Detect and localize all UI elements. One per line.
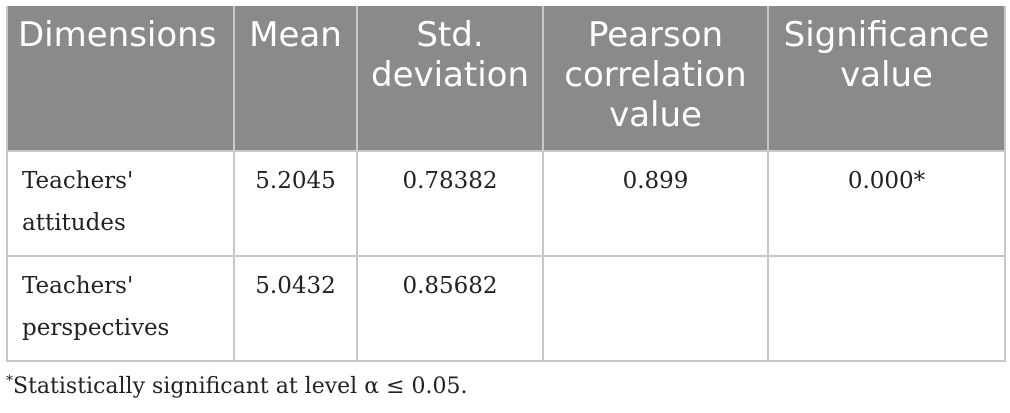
table-row: Teachers' perspectives 5.0432 0.85682 — [6, 255, 1006, 362]
cell-mean: 5.2045 — [233, 150, 358, 257]
table-row: Teachers' attitudes 5.2045 0.78382 0.899… — [6, 150, 1006, 257]
cell-std-deviation: 0.85682 — [356, 255, 544, 362]
cell-pearson — [542, 255, 769, 362]
header-std-deviation: Std. deviation — [356, 6, 544, 152]
header-pearson-correlation: Pearson correlation value — [542, 6, 769, 152]
cell-significance — [767, 255, 1006, 362]
header-dimensions: Dimensions — [6, 6, 235, 152]
cell-mean: 5.0432 — [233, 255, 358, 362]
header-mean: Mean — [233, 6, 358, 152]
cell-pearson: 0.899 — [542, 150, 769, 257]
footnote-marker: * — [6, 373, 13, 389]
cell-significance: 0.000* — [767, 150, 1006, 257]
cell-std-deviation: 0.78382 — [356, 150, 544, 257]
cell-dimension: Teachers' perspectives — [6, 255, 235, 362]
statistics-table: Dimensions Mean Std. deviation Pearson c… — [6, 6, 1006, 362]
cell-dimension: Teachers' attitudes — [6, 150, 235, 257]
footnote-text: Statistically significant at level α ≤ 0… — [13, 374, 468, 399]
header-row: Dimensions Mean Std. deviation Pearson c… — [6, 6, 1006, 152]
data-table-container: Dimensions Mean Std. deviation Pearson c… — [6, 6, 1006, 362]
header-significance: Significance value — [767, 6, 1006, 152]
table-footnote: *Statistically significant at level α ≤ … — [6, 373, 467, 399]
